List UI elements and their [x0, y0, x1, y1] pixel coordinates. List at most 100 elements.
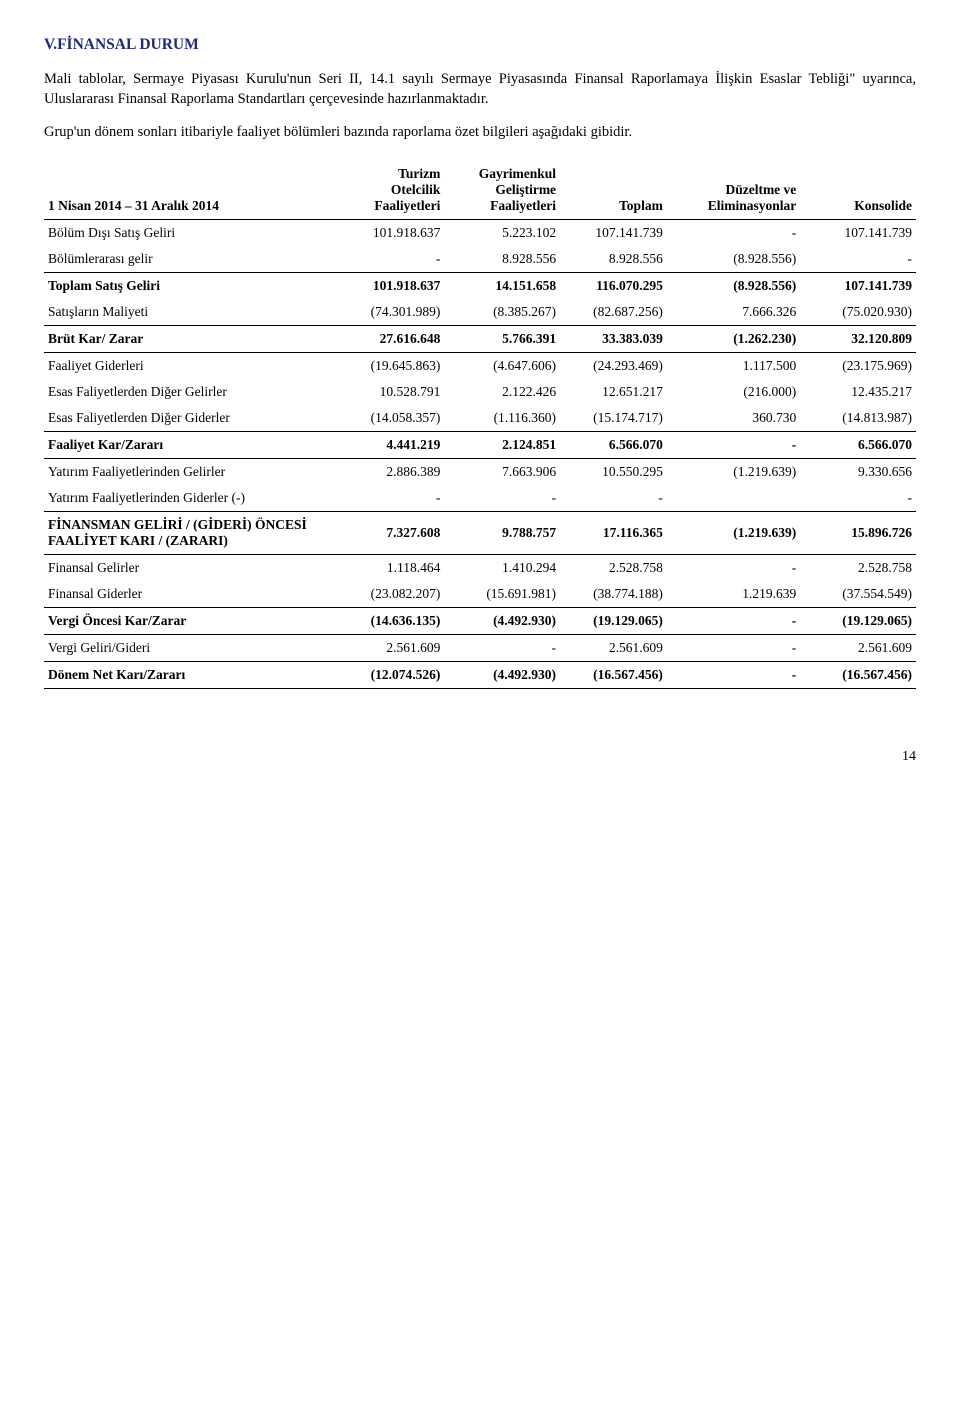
cell-value: (38.774.188): [560, 581, 667, 608]
cell-value: 2.561.609: [338, 635, 445, 662]
cell-value: (4.647.606): [444, 353, 560, 380]
row-label: Yatırım Faaliyetlerinden Gelirler: [44, 459, 338, 486]
page-number: 14: [44, 749, 916, 765]
table-row: Faaliyet Giderleri(19.645.863)(4.647.606…: [44, 353, 916, 380]
cell-value: (8.385.267): [444, 299, 560, 326]
table-header-row: 1 Nisan 2014 – 31 Aralık 2014 TurizmOtel…: [44, 161, 916, 220]
cell-value: 360.730: [667, 405, 800, 432]
row-label: Dönem Net Karı/Zararı: [44, 662, 338, 689]
financial-table: 1 Nisan 2014 – 31 Aralık 2014 TurizmOtel…: [44, 161, 916, 690]
cell-value: -: [800, 485, 916, 512]
cell-value: 33.383.039: [560, 326, 667, 353]
cell-value: (4.492.930): [444, 662, 560, 689]
cell-value: (4.492.930): [444, 608, 560, 635]
cell-value: (14.813.987): [800, 405, 916, 432]
cell-value: (37.554.549): [800, 581, 916, 608]
cell-value: (19.645.863): [338, 353, 445, 380]
cell-value: -: [560, 485, 667, 512]
cell-value: 2.886.389: [338, 459, 445, 486]
cell-value: 2.122.426: [444, 379, 560, 405]
row-label: Bölüm Dışı Satış Geliri: [44, 220, 338, 247]
cell-value: (23.082.207): [338, 581, 445, 608]
cell-value: (16.567.456): [560, 662, 667, 689]
section-heading: V.FİNANSAL DURUM: [44, 36, 916, 54]
cell-value: (1.219.639): [667, 512, 800, 555]
cell-value: -: [667, 220, 800, 247]
col-header-gayrimenkul: GayrimenkulGeliştirmeFaaliyetleri: [444, 161, 560, 220]
table-row: Bölüm Dışı Satış Geliri101.918.6375.223.…: [44, 220, 916, 247]
row-label: Finansal Gelirler: [44, 555, 338, 582]
row-label: FİNANSMAN GELİRİ / (GİDERİ) ÖNCESİ FAALİ…: [44, 512, 338, 555]
row-label: Esas Faliyetlerden Diğer Giderler: [44, 405, 338, 432]
cell-value: 7.663.906: [444, 459, 560, 486]
cell-value: 14.151.658: [444, 273, 560, 300]
cell-value: (24.293.469): [560, 353, 667, 380]
cell-value: -: [338, 485, 445, 512]
row-label: Finansal Giderler: [44, 581, 338, 608]
cell-value: 17.116.365: [560, 512, 667, 555]
row-label: Faaliyet Kar/Zararı: [44, 432, 338, 459]
cell-value: (14.636.135): [338, 608, 445, 635]
cell-value: (12.074.526): [338, 662, 445, 689]
cell-value: 7.327.608: [338, 512, 445, 555]
table-row: Faaliyet Kar/Zararı4.441.2192.124.8516.5…: [44, 432, 916, 459]
cell-value: 6.566.070: [560, 432, 667, 459]
row-label: Brüt Kar/ Zarar: [44, 326, 338, 353]
cell-value: (23.175.969): [800, 353, 916, 380]
cell-value: -: [444, 635, 560, 662]
cell-value: (19.129.065): [800, 608, 916, 635]
col-header-konsolide: Konsolide: [800, 161, 916, 220]
table-row: Toplam Satış Geliri101.918.63714.151.658…: [44, 273, 916, 300]
row-label: Toplam Satış Geliri: [44, 273, 338, 300]
cell-value: (1.262.230): [667, 326, 800, 353]
cell-value: (15.174.717): [560, 405, 667, 432]
cell-value: 27.616.648: [338, 326, 445, 353]
cell-value: (14.058.357): [338, 405, 445, 432]
row-label: Vergi Öncesi Kar/Zarar: [44, 608, 338, 635]
paragraph-1: Mali tablolar, Sermaye Piyasası Kurulu'n…: [44, 70, 916, 109]
cell-value: -: [667, 432, 800, 459]
cell-value: 32.120.809: [800, 326, 916, 353]
table-row: Satışların Maliyeti(74.301.989)(8.385.26…: [44, 299, 916, 326]
cell-value: 8.928.556: [444, 246, 560, 273]
cell-value: (15.691.981): [444, 581, 560, 608]
cell-value: 1.410.294: [444, 555, 560, 582]
cell-value: 5.223.102: [444, 220, 560, 247]
cell-value: 7.666.326: [667, 299, 800, 326]
table-row: FİNANSMAN GELİRİ / (GİDERİ) ÖNCESİ FAALİ…: [44, 512, 916, 555]
cell-value: 2.561.609: [560, 635, 667, 662]
cell-value: 101.918.637: [338, 220, 445, 247]
cell-value: 1.117.500: [667, 353, 800, 380]
cell-value: 8.928.556: [560, 246, 667, 273]
cell-value: (1.116.360): [444, 405, 560, 432]
table-row: Vergi Öncesi Kar/Zarar(14.636.135)(4.492…: [44, 608, 916, 635]
cell-value: 107.141.739: [800, 273, 916, 300]
cell-value: (82.687.256): [560, 299, 667, 326]
cell-value: -: [667, 608, 800, 635]
cell-value: 107.141.739: [800, 220, 916, 247]
cell-value: -: [667, 635, 800, 662]
cell-value: (1.219.639): [667, 459, 800, 486]
cell-value: 2.124.851: [444, 432, 560, 459]
cell-value: 101.918.637: [338, 273, 445, 300]
cell-value: 6.566.070: [800, 432, 916, 459]
table-row: Finansal Giderler(23.082.207)(15.691.981…: [44, 581, 916, 608]
table-row: Esas Faliyetlerden Diğer Gelirler10.528.…: [44, 379, 916, 405]
cell-value: (75.020.930): [800, 299, 916, 326]
cell-value: 2.528.758: [800, 555, 916, 582]
cell-value: (74.301.989): [338, 299, 445, 326]
col-header-toplam: Toplam: [560, 161, 667, 220]
cell-value: 12.651.217: [560, 379, 667, 405]
table-row: Bölümlerarası gelir-8.928.5568.928.556(8…: [44, 246, 916, 273]
cell-value: 15.896.726: [800, 512, 916, 555]
cell-value: -: [667, 662, 800, 689]
cell-value: -: [338, 246, 445, 273]
col-header-duzeltme: Düzeltme veEliminasyonlar: [667, 161, 800, 220]
cell-value: 9.788.757: [444, 512, 560, 555]
cell-value: 5.766.391: [444, 326, 560, 353]
cell-value: (19.129.065): [560, 608, 667, 635]
cell-value: 9.330.656: [800, 459, 916, 486]
paragraph-2: Grup'un dönem sonları itibariyle faaliye…: [44, 123, 916, 143]
cell-value: -: [444, 485, 560, 512]
cell-value: 2.561.609: [800, 635, 916, 662]
